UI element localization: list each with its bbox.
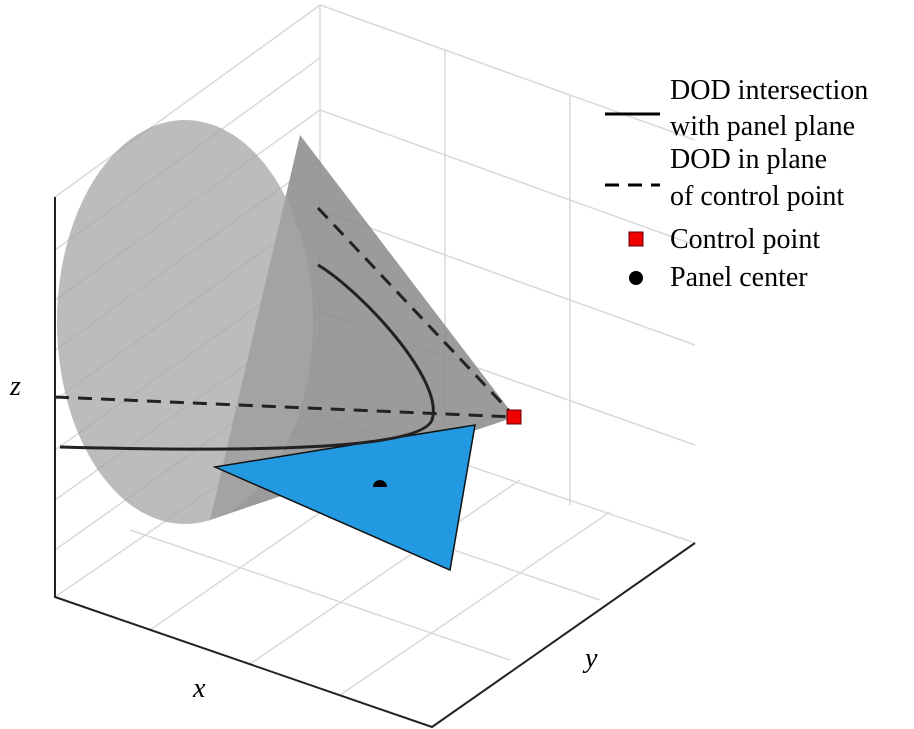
- legend-label: of control point: [670, 181, 844, 212]
- legend-label: DOD intersection: [670, 75, 868, 106]
- legend: DOD intersection with panel plane DOD in…: [605, 75, 868, 293]
- axis-label-x: x: [192, 673, 206, 704]
- legend-label: Panel center: [670, 262, 808, 293]
- diagram: z x y DOD intersection with panel plane …: [0, 0, 914, 729]
- axis-label-y: y: [582, 643, 598, 674]
- legend-label: Control point: [670, 224, 820, 255]
- control-point: [507, 410, 521, 424]
- axis-label-z: z: [9, 371, 21, 402]
- legend-label: with panel plane: [670, 111, 855, 142]
- page: z x y DOD intersection with panel plane …: [0, 0, 914, 729]
- legend-label: DOD in plane: [670, 144, 827, 175]
